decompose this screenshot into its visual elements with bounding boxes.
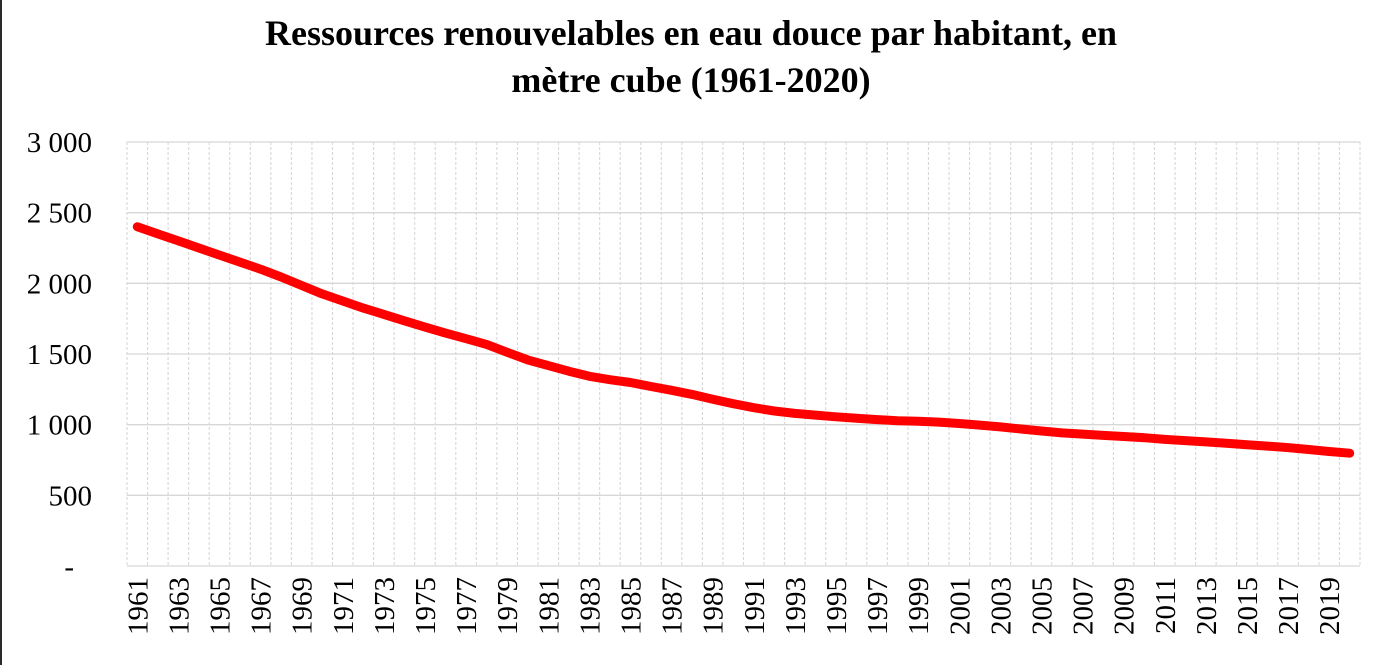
x-tick-label: 1977 [451, 577, 483, 635]
x-tick-label: 1997 [862, 577, 894, 635]
y-tick-label: 1 500 [27, 339, 92, 371]
x-tick-label: 1989 [698, 577, 730, 635]
x-tick-label: 1963 [163, 577, 195, 635]
y-tick-label: - [64, 551, 74, 583]
x-tick-label: 2003 [985, 577, 1017, 635]
x-tick-label: 2015 [1232, 577, 1264, 635]
x-tick-label: 1967 [246, 577, 278, 635]
x-tick-label: 2005 [1026, 577, 1058, 635]
x-tick-label: 2013 [1191, 577, 1223, 635]
x-tick-label: 2007 [1068, 577, 1100, 635]
x-tick-label: 1973 [369, 577, 401, 635]
x-tick-label: 1981 [533, 577, 565, 635]
x-tick-label: 1979 [492, 577, 524, 635]
x-tick-label: 1983 [574, 577, 606, 635]
x-tick-label: 1999 [903, 577, 935, 635]
screen-edge-line [0, 0, 2, 665]
y-tick-label: 2 500 [27, 198, 92, 230]
x-tick-label: 1971 [328, 577, 360, 635]
y-tick-label: 3 000 [27, 127, 92, 159]
x-tick-label: 1965 [204, 577, 236, 635]
chart-title-line1: Ressources renouvelables en eau douce pa… [264, 13, 1118, 53]
chart-title: Ressources renouvelables en eau douce pa… [0, 10, 1382, 104]
y-tick-label: 2 000 [27, 268, 92, 300]
x-tick-label: 1987 [657, 577, 689, 635]
y-tick-label: 500 [49, 480, 93, 512]
x-tick-label: 1991 [739, 577, 771, 635]
x-tick-label: 1975 [410, 577, 442, 635]
x-tick-label: 2019 [1314, 577, 1346, 635]
x-tick-label: 2009 [1109, 577, 1141, 635]
x-tick-label: 1985 [615, 577, 647, 635]
chart-title-line2: mètre cube (1961-2020) [511, 60, 871, 100]
x-tick-label: 2011 [1150, 577, 1182, 634]
x-tick-label: 2001 [944, 577, 976, 635]
x-tick-label: 1961 [122, 577, 154, 635]
x-tick-label: 1969 [287, 577, 319, 635]
x-tick-label: 2017 [1273, 577, 1305, 635]
x-tick-label: 1995 [821, 577, 853, 635]
y-tick-label: 1 000 [27, 410, 92, 442]
data-series-line [132, 222, 1355, 458]
x-tick-label: 1993 [780, 577, 812, 635]
